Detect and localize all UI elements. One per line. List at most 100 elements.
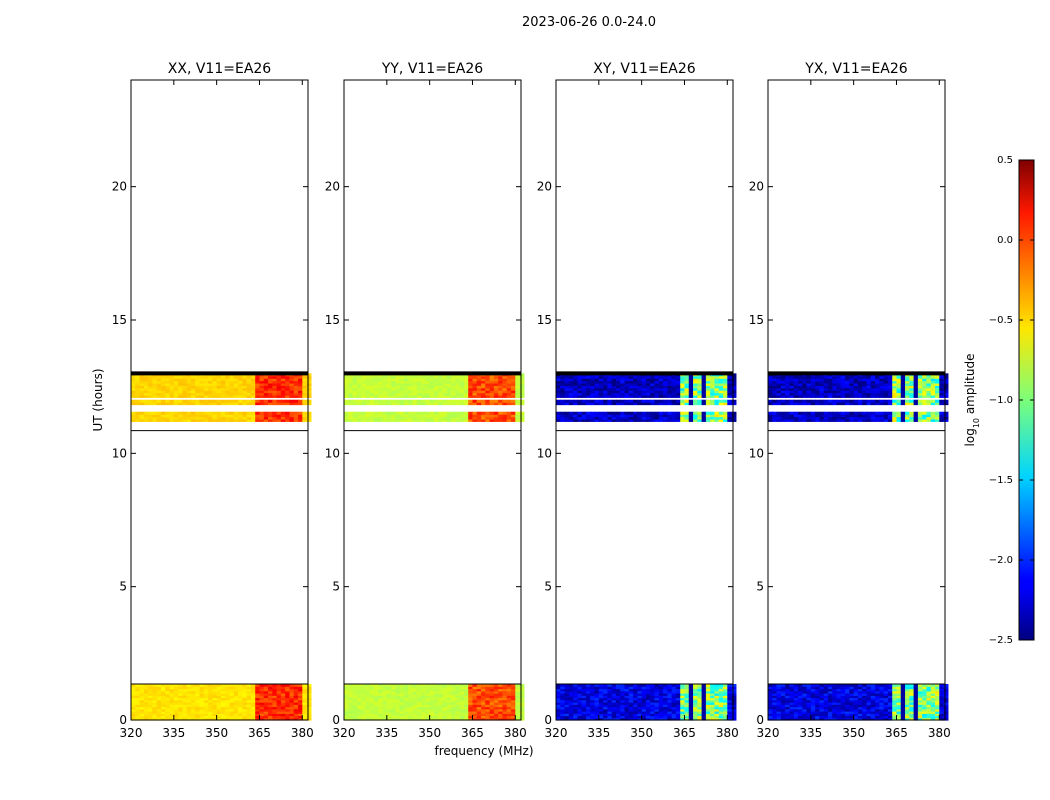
heatmap-cell — [356, 684, 362, 687]
heatmap-cell — [913, 708, 919, 712]
heatmap-cell — [806, 715, 812, 719]
heatmap-cell — [143, 402, 149, 406]
heatmap-cell — [515, 704, 521, 708]
heatmap-cell — [190, 387, 196, 391]
heatmap-cell — [641, 717, 647, 721]
heatmap-cell — [203, 693, 209, 696]
heatmap-cell — [710, 382, 716, 386]
heatmap-cell — [654, 414, 660, 418]
heatmap-cell — [840, 699, 846, 703]
heatmap-cell — [468, 390, 474, 394]
heatmap-cell — [564, 690, 570, 694]
heatmap-cell — [684, 688, 690, 692]
heatmap-cell — [416, 411, 422, 415]
heatmap-cell — [723, 402, 728, 406]
heatmap-cell — [710, 686, 716, 690]
heatmap-cell — [148, 399, 154, 403]
heatmap-cell — [637, 375, 643, 379]
heatmap-cell — [688, 390, 694, 394]
heatmap-cell — [493, 394, 499, 398]
heatmap-cell — [560, 394, 566, 398]
heatmap-cell — [590, 699, 596, 703]
heatmap-cell — [883, 717, 889, 721]
heatmap-cell — [489, 402, 495, 406]
heatmap-cell — [442, 411, 448, 415]
heatmap-cell — [276, 378, 282, 382]
heatmap-cell — [875, 690, 880, 694]
heatmap-cell — [797, 702, 803, 705]
heatmap-cell — [489, 390, 495, 394]
heatmap-cell — [373, 688, 379, 692]
heatmap-cell — [135, 686, 141, 690]
heatmap-cell — [879, 690, 885, 694]
heatmap-cell — [667, 382, 673, 386]
heatmap-cell — [416, 717, 422, 721]
heatmap-cell — [641, 693, 647, 696]
heatmap-cell — [776, 697, 782, 701]
heatmap-cell — [560, 717, 566, 721]
heatmap-cell — [242, 387, 248, 391]
heatmap-cell — [684, 402, 690, 406]
heatmap-cell — [675, 684, 681, 687]
heatmap-cell — [250, 392, 256, 396]
heatmap-cell — [879, 713, 885, 717]
heatmap-cell — [250, 380, 256, 384]
heatmap-cell — [412, 695, 418, 699]
heatmap-cell — [186, 711, 192, 714]
heatmap-cell — [481, 695, 486, 699]
heatmap-cell — [391, 695, 396, 699]
heatmap-cell — [498, 711, 504, 714]
heatmap-cell — [568, 715, 574, 719]
heatmap-cell — [641, 378, 647, 382]
heatmap-cell — [723, 390, 728, 394]
heatmap-cell — [637, 387, 643, 391]
heatmap-cell — [352, 693, 358, 696]
heatmap-cell — [220, 385, 226, 389]
heatmap-cell — [131, 713, 136, 717]
heatmap-cell — [395, 697, 401, 701]
heatmap-cell — [186, 688, 192, 692]
heatmap-cell — [573, 392, 579, 396]
heatmap-cell — [684, 394, 690, 398]
heatmap-cell — [476, 387, 482, 391]
heatmap-cell — [568, 708, 574, 712]
heatmap-cell — [438, 717, 444, 721]
heatmap-cell — [268, 695, 273, 699]
x-tick-label: 350 — [630, 726, 653, 740]
heatmap-cell — [421, 416, 426, 420]
heatmap-cell — [585, 387, 591, 391]
heatmap-cell — [429, 708, 435, 712]
heatmap-cell — [693, 392, 698, 396]
heatmap-cell — [442, 684, 448, 687]
heatmap-cell — [680, 686, 686, 690]
heatmap-cell — [348, 402, 354, 406]
heatmap-cell — [598, 713, 604, 717]
heatmap-cell — [182, 378, 188, 382]
heatmap-cell — [438, 699, 444, 703]
heatmap-cell — [776, 418, 782, 422]
heatmap-cell — [306, 702, 312, 705]
heatmap-cell — [819, 418, 825, 422]
heatmap-cell — [598, 688, 604, 692]
heatmap-cell — [403, 402, 409, 406]
heatmap-cell — [806, 713, 812, 717]
heatmap-cell — [926, 695, 932, 699]
heatmap-cell — [344, 713, 349, 717]
heatmap-cell — [459, 375, 465, 379]
heatmap-cell — [823, 414, 829, 418]
heatmap-cell — [455, 411, 461, 415]
heatmap-cell — [220, 402, 226, 406]
heatmap-cell — [727, 702, 733, 705]
heatmap-cell — [135, 418, 141, 422]
heatmap-cell — [628, 702, 634, 705]
heatmap-cell — [446, 387, 452, 391]
heatmap-cell — [731, 378, 737, 382]
heatmap-cell — [216, 411, 222, 415]
heatmap-cell — [723, 708, 728, 712]
heatmap-cell — [152, 713, 158, 717]
heatmap-cell — [255, 414, 261, 418]
heatmap-cell — [684, 717, 690, 721]
heatmap-cell — [768, 416, 773, 420]
heatmap-cell — [302, 695, 308, 699]
heatmap-cell — [564, 402, 570, 406]
